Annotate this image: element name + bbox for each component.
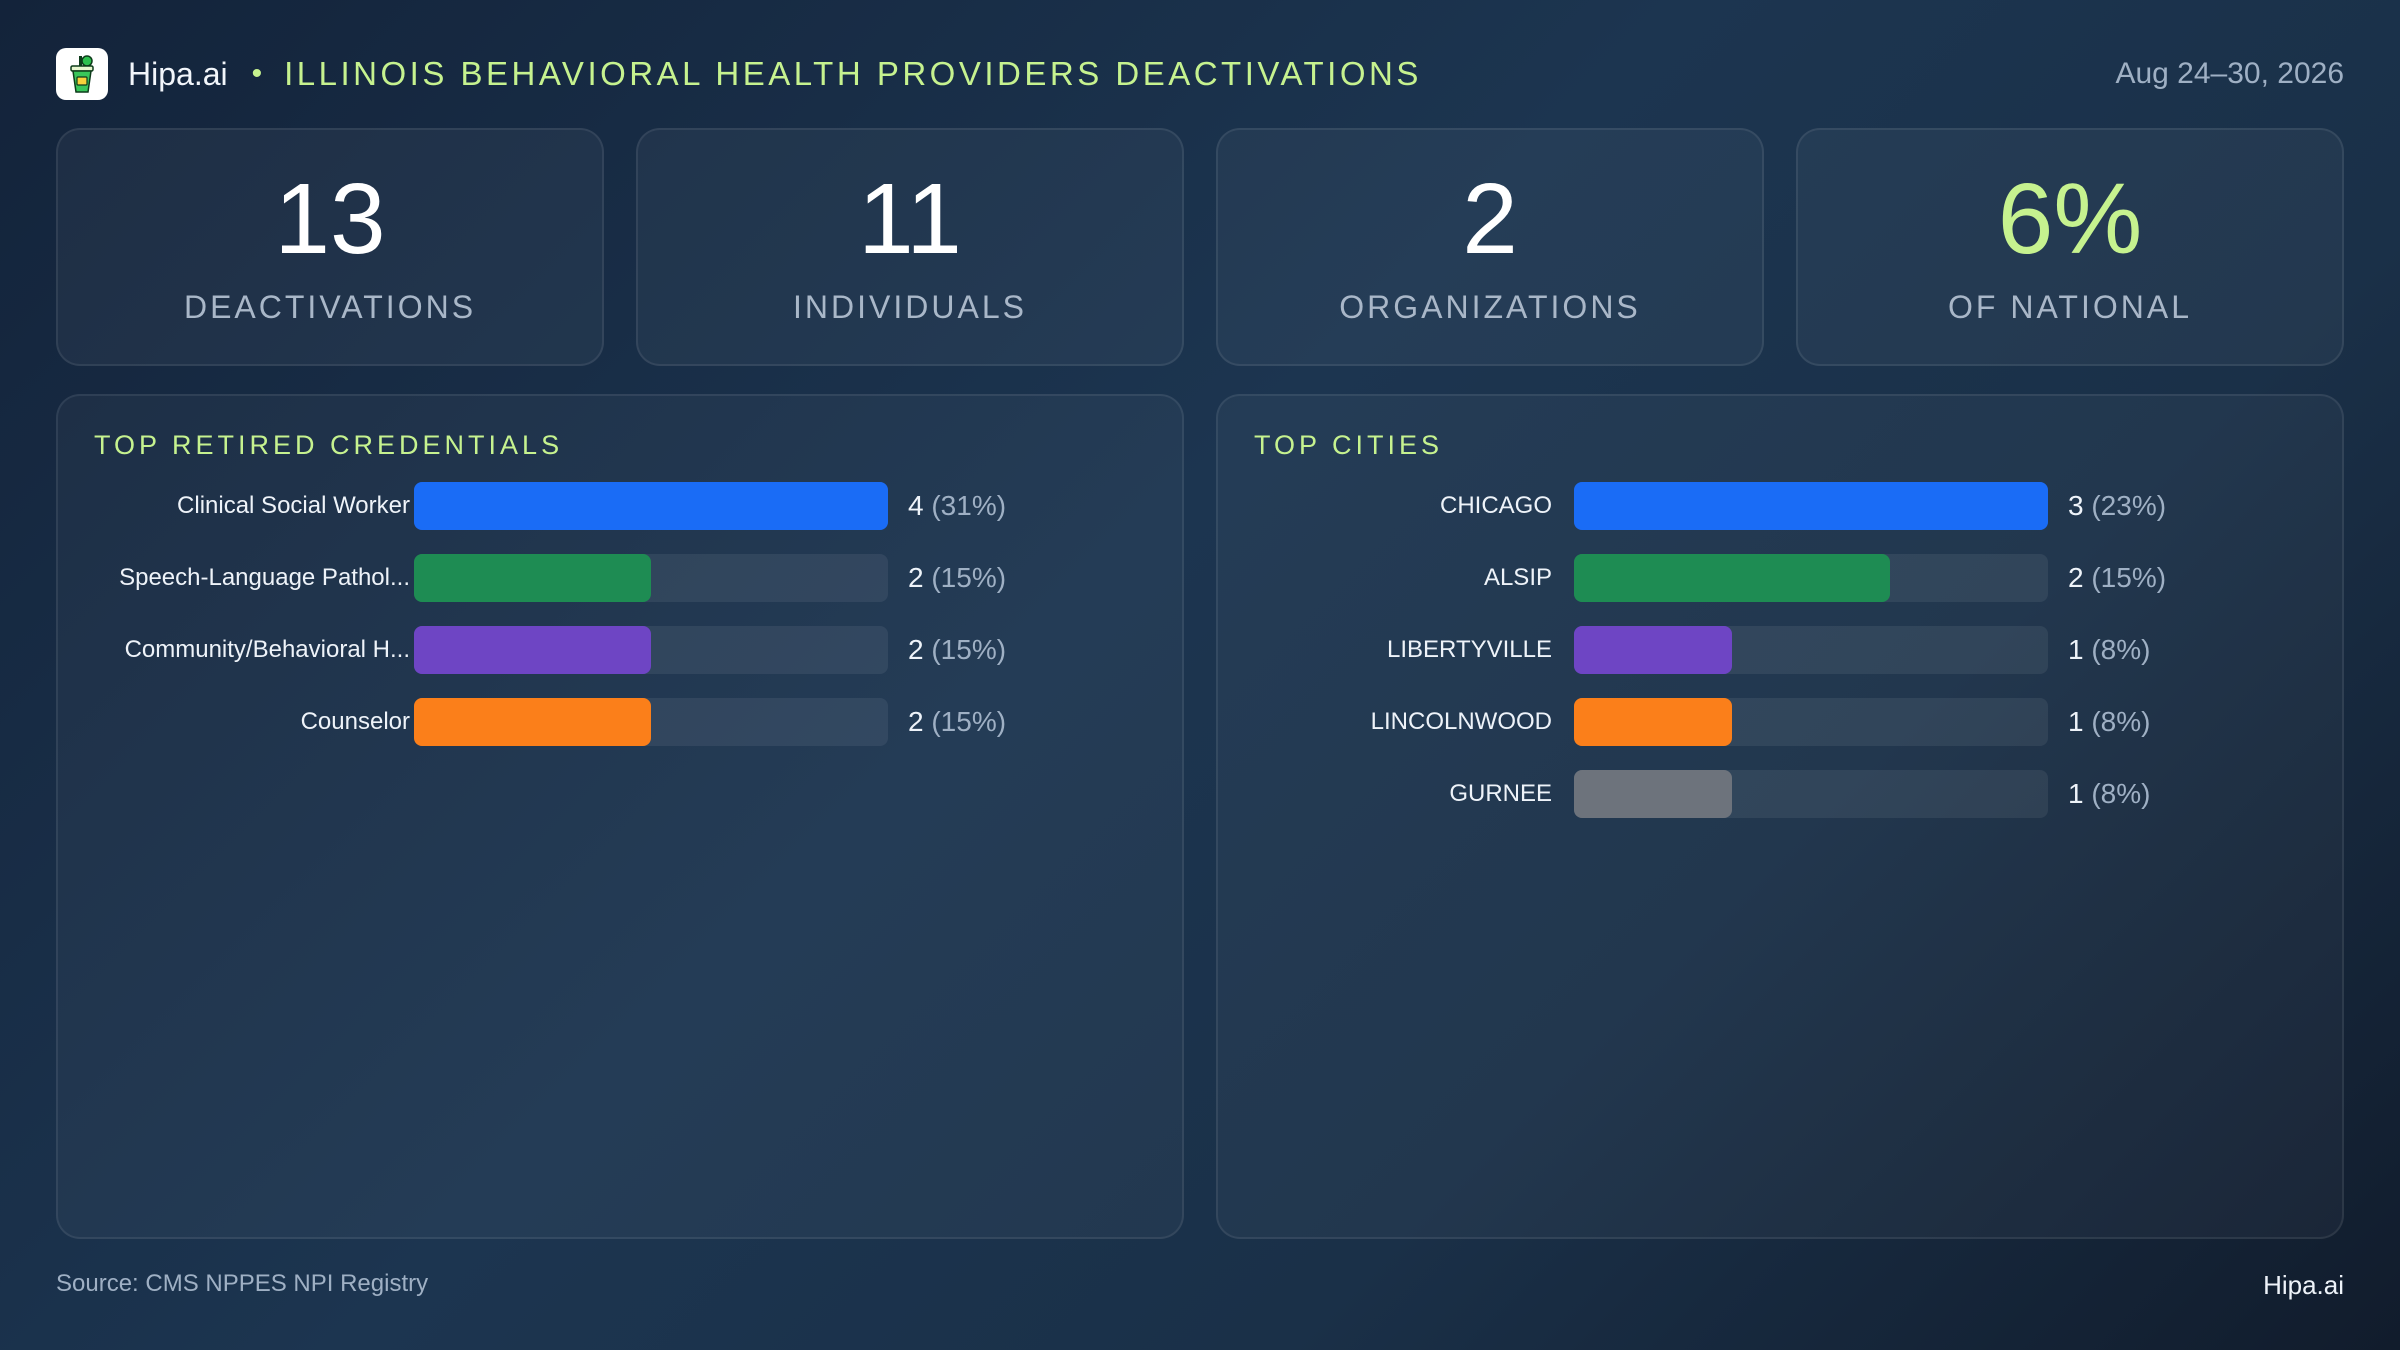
- bar-value-label: 3 (23%): [2068, 490, 2167, 521]
- kpi-value: 13: [274, 162, 386, 275]
- bar-label: LINCOLNWOOD: [1370, 708, 1552, 735]
- bar-label: Community/Behavioral H...: [124, 636, 410, 663]
- app-logo: [56, 48, 108, 100]
- bar-row: Speech-Language Pathol... 2 (15%): [58, 554, 1182, 602]
- title-separator: •: [251, 57, 263, 90]
- kpi-card-organizations: 2 ORGANIZATIONS: [1216, 128, 1764, 366]
- bar: [1574, 770, 1732, 818]
- bar-row: CHICAGO 3 (23%): [1218, 482, 2342, 530]
- bar: [414, 698, 651, 746]
- bar-track: [1574, 770, 2048, 818]
- date-range: Aug 24–30, 2026: [2115, 57, 2344, 90]
- bar-value-label: 2 (15%): [908, 562, 1007, 593]
- bar-row: Community/Behavioral H... 2 (15%): [58, 626, 1182, 674]
- bar-label: Clinical Social Worker: [177, 492, 410, 519]
- kpi-card-individuals: 11 INDIVIDUALS: [636, 128, 1184, 366]
- page-title: ILLINOIS BEHAVIORAL HEALTH PROVIDERS DEA…: [284, 55, 1422, 92]
- panel-title: TOP RETIRED CREDENTIALS: [94, 430, 564, 460]
- bar: [414, 554, 651, 602]
- kpi-value: 6%: [1997, 162, 2143, 275]
- kpi-label: INDIVIDUALS: [793, 288, 1027, 325]
- bar-track: [414, 626, 888, 674]
- bar: [1574, 554, 1890, 602]
- bar-track: [414, 554, 888, 602]
- bar-label: ALSIP: [1483, 564, 1552, 591]
- bar: [1574, 482, 2048, 530]
- header: Hipa.ai • ILLINOIS BEHAVIORAL HEALTH PRO…: [56, 46, 2344, 102]
- bar-label: GURNEE: [1449, 780, 1552, 807]
- bar-track: [414, 482, 888, 530]
- bar-value-label: 2 (15%): [2068, 562, 2167, 593]
- bar-label: LIBERTYVILLE: [1387, 636, 1552, 663]
- bar-row: LIBERTYVILLE 1 (8%): [1218, 626, 2342, 674]
- bar-row: ALSIP 2 (15%): [1218, 554, 2342, 602]
- bar-track: [1574, 698, 2048, 746]
- kpi-label: OF NATIONAL: [1948, 288, 2192, 325]
- bar-row: Clinical Social Worker 4 (31%): [58, 482, 1182, 530]
- bar-row: Counselor 2 (15%): [58, 698, 1182, 746]
- drink-cup-icon: [70, 55, 94, 93]
- bar-row: GURNEE 1 (8%): [1218, 770, 2342, 818]
- bar-value-label: 2 (15%): [908, 706, 1007, 737]
- kpi-row: 13 DEACTIVATIONS 11 INDIVIDUALS 2 ORGANI…: [56, 128, 2344, 366]
- panel-title: TOP CITIES: [1254, 430, 1444, 460]
- bar-value-label: 4 (31%): [908, 490, 1007, 521]
- bar-row: LINCOLNWOOD 1 (8%): [1218, 698, 2342, 746]
- source-note: Source: CMS NPPES NPI Registry: [56, 1270, 429, 1297]
- kpi-card-national-share: 6% OF NATIONAL: [1796, 128, 2344, 366]
- bar: [414, 626, 651, 674]
- bar-label: CHICAGO: [1439, 492, 1552, 519]
- bar-track: [1574, 626, 2048, 674]
- bar-label: Speech-Language Pathol...: [119, 564, 410, 591]
- credentials-panel: TOP RETIRED CREDENTIALS Clinical Social …: [56, 394, 1184, 1239]
- kpi-value: 2: [1462, 162, 1518, 275]
- brand-name: Hipa.ai: [128, 55, 228, 92]
- footer-brand: Hipa.ai: [2263, 1270, 2344, 1300]
- bar-value-label: 1 (8%): [2068, 634, 2151, 665]
- bar-value-label: 2 (15%): [908, 634, 1007, 665]
- bar-track: [1574, 554, 2048, 602]
- kpi-card-deactivations: 13 DEACTIVATIONS: [56, 128, 604, 366]
- bar: [1574, 698, 1732, 746]
- kpi-value: 11: [858, 162, 962, 275]
- bar-track: [414, 698, 888, 746]
- kpi-label: ORGANIZATIONS: [1339, 288, 1641, 325]
- bar: [1574, 626, 1732, 674]
- bar-label: Counselor: [300, 708, 410, 735]
- cities-panel: TOP CITIES CHICAGO 3 (23%) ALSIP 2 (15%) LIB…: [1216, 394, 2344, 1239]
- kpi-label: DEACTIVATIONS: [183, 288, 477, 325]
- bar-value-label: 1 (8%): [2068, 778, 2151, 809]
- bar-track: [1574, 482, 2048, 530]
- bar-value-label: 1 (8%): [2068, 706, 2151, 737]
- bar: [414, 482, 888, 530]
